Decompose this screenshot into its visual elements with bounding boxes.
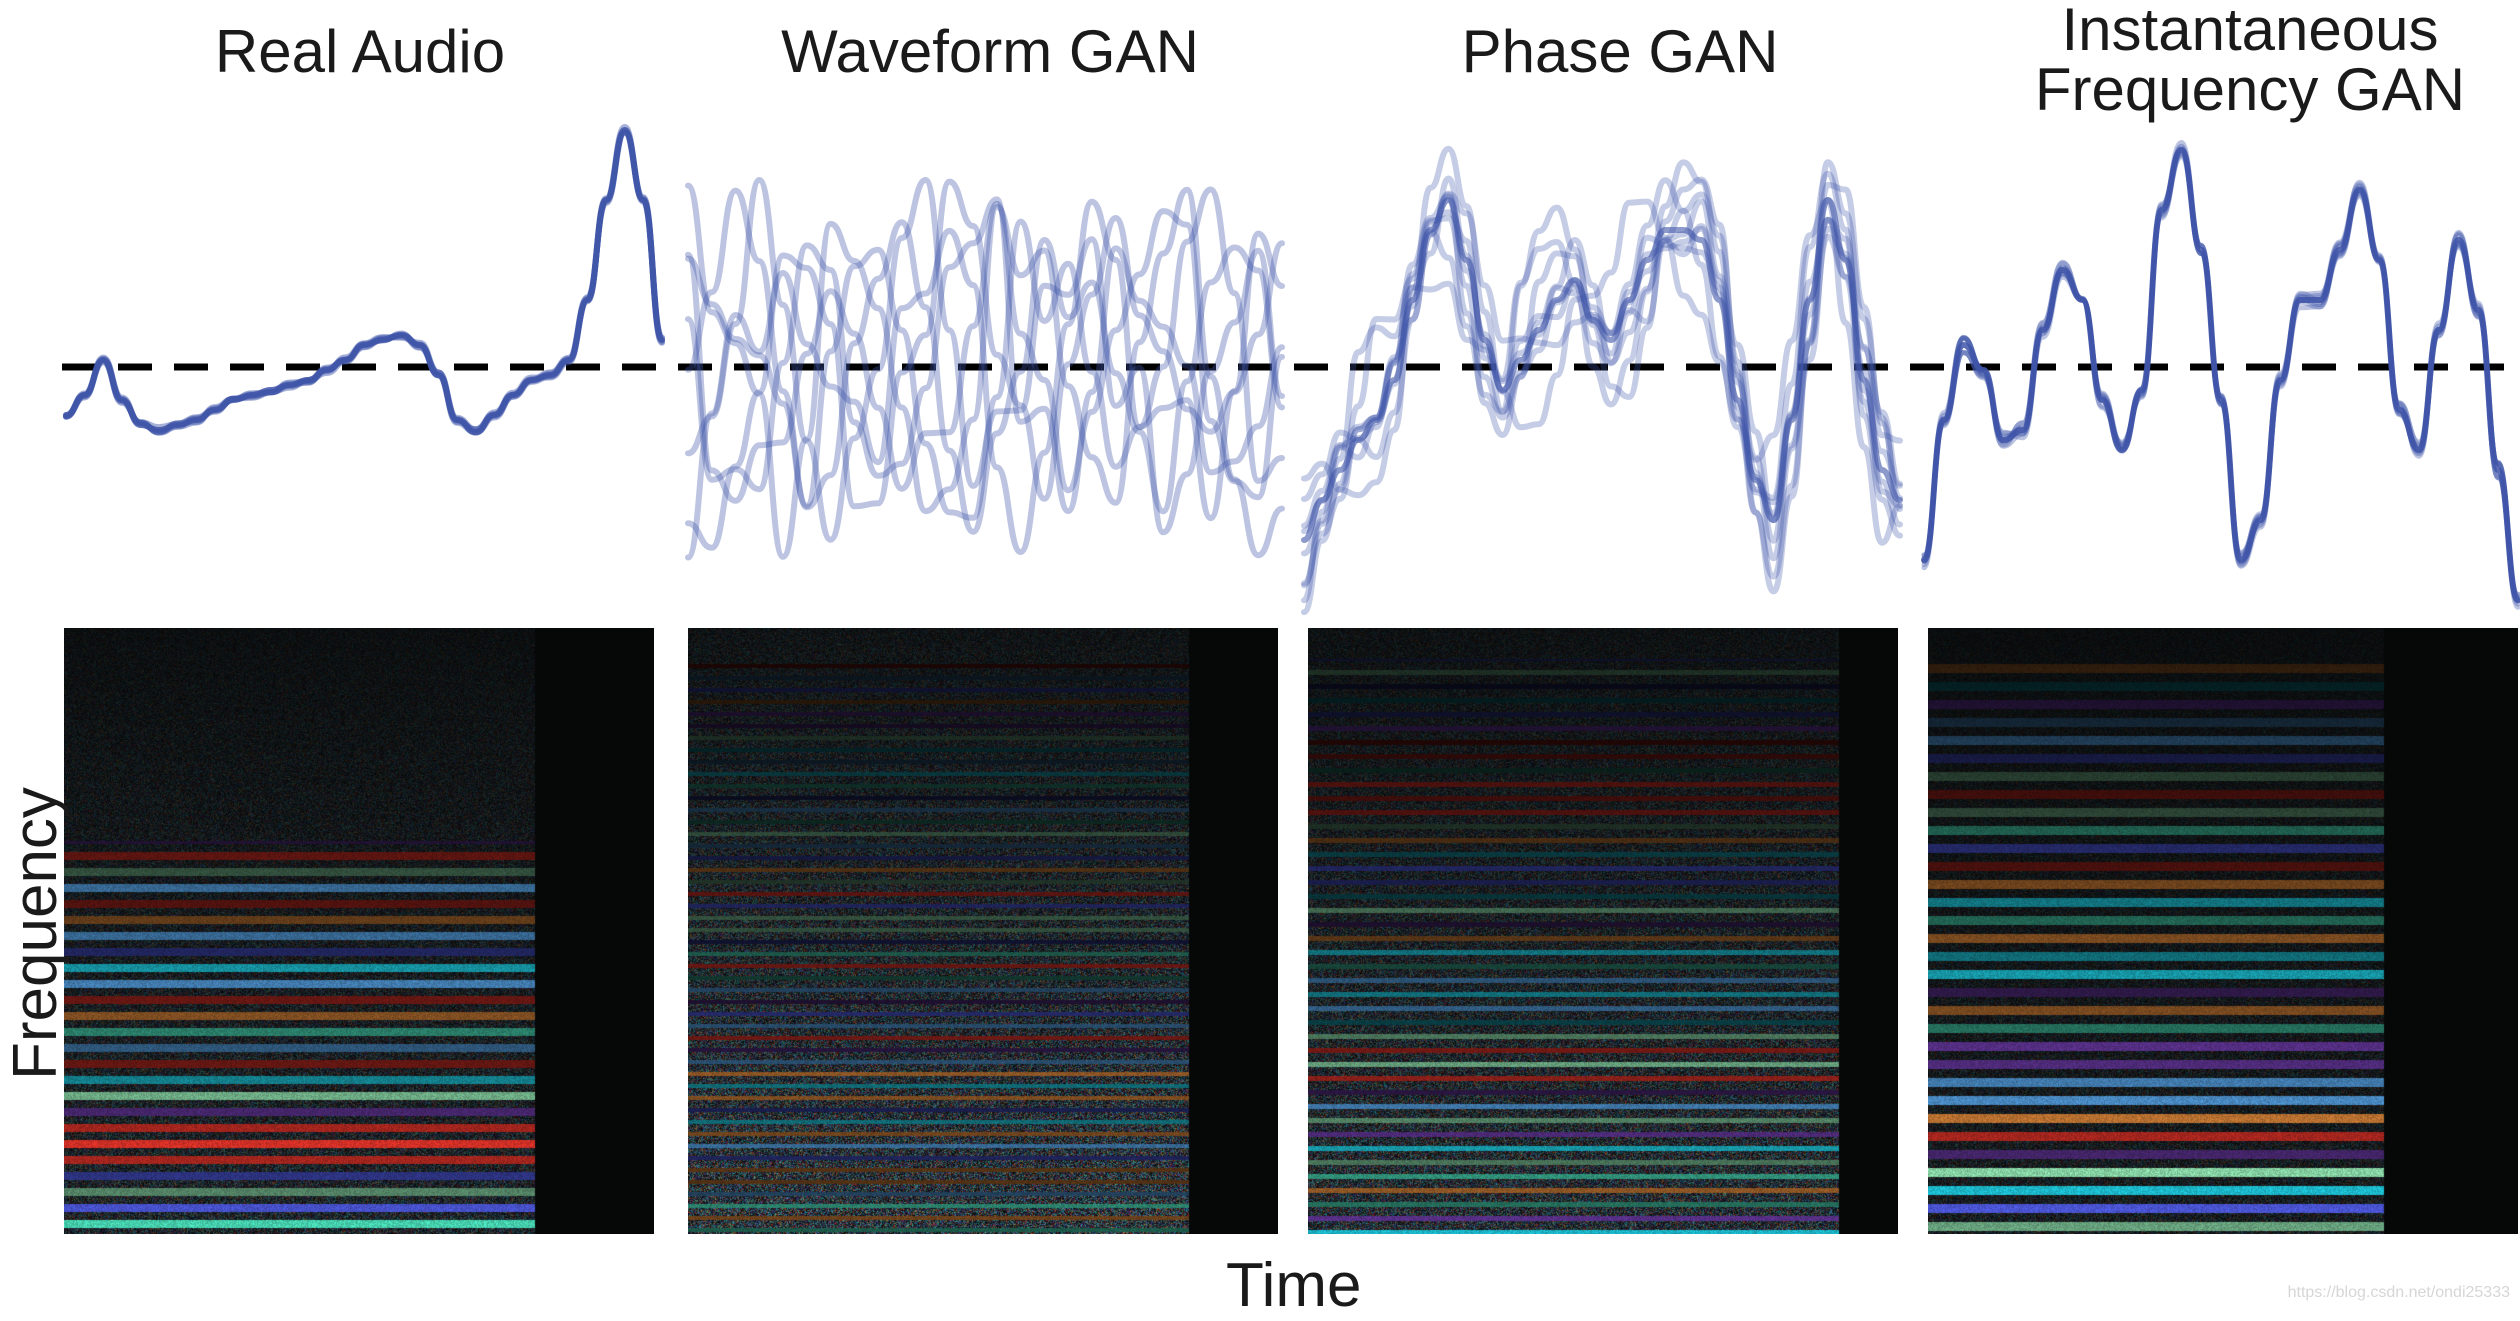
x-axis-label: Time [1226, 1251, 1362, 1320]
panel-title-phase-gan: Phase GAN [1461, 18, 1779, 85]
waveform-trace [63, 129, 665, 436]
waveform-trace [685, 187, 1285, 535]
waveform-trace [685, 196, 1285, 515]
waveform-plot [62, 124, 2520, 616]
spectrogram-waveform-gan [688, 628, 1278, 1234]
waveform-trace [685, 177, 1285, 543]
panel-title-if-gan: Instantaneous Frequency GAN [1990, 0, 2510, 120]
waveform-trace [63, 124, 665, 433]
waveform-trace [685, 200, 1285, 504]
panel-title-if-gan-line2: Frequency GAN [2034, 56, 2466, 123]
waveform-trace [63, 127, 665, 435]
waveform-trace [1301, 197, 1903, 543]
waveform-trace [1921, 147, 2520, 603]
waveform-waveform-gan [685, 177, 1285, 561]
waveform-trace [1301, 209, 1903, 544]
waveform-trace [1301, 170, 1903, 539]
watermark: https://blog.csdn.net/ondi25333 [2287, 1284, 2510, 1301]
waveform-real-audio [63, 124, 665, 436]
waveform-trace [685, 198, 1285, 561]
spectrogram-phase-gan [1308, 628, 1898, 1234]
spectrogram-if-gan [1928, 628, 2518, 1234]
panel-title-real-audio: Real Audio [214, 18, 506, 85]
waveform-trace [1301, 176, 1903, 616]
waveform-trace [63, 129, 665, 436]
waveform-trace [685, 186, 1285, 521]
waveform-trace [63, 129, 665, 435]
waveform-trace [685, 178, 1285, 551]
waveform-trace [63, 129, 665, 436]
waveform-if-gan [1921, 140, 2520, 610]
panel-title-if-gan-line1: Instantaneous [2061, 0, 2439, 63]
panel-title-waveform-gan: Waveform GAN [781, 18, 1199, 85]
waveform-trace [1301, 191, 1903, 535]
waveform-trace [685, 182, 1285, 560]
spectrogram-real-audio [64, 628, 654, 1234]
waveform-trace [1301, 198, 1903, 587]
waveform-phase-gan [1301, 145, 1903, 616]
y-axis-label: Frequency [1, 787, 70, 1080]
waveform-trace [1301, 159, 1903, 604]
